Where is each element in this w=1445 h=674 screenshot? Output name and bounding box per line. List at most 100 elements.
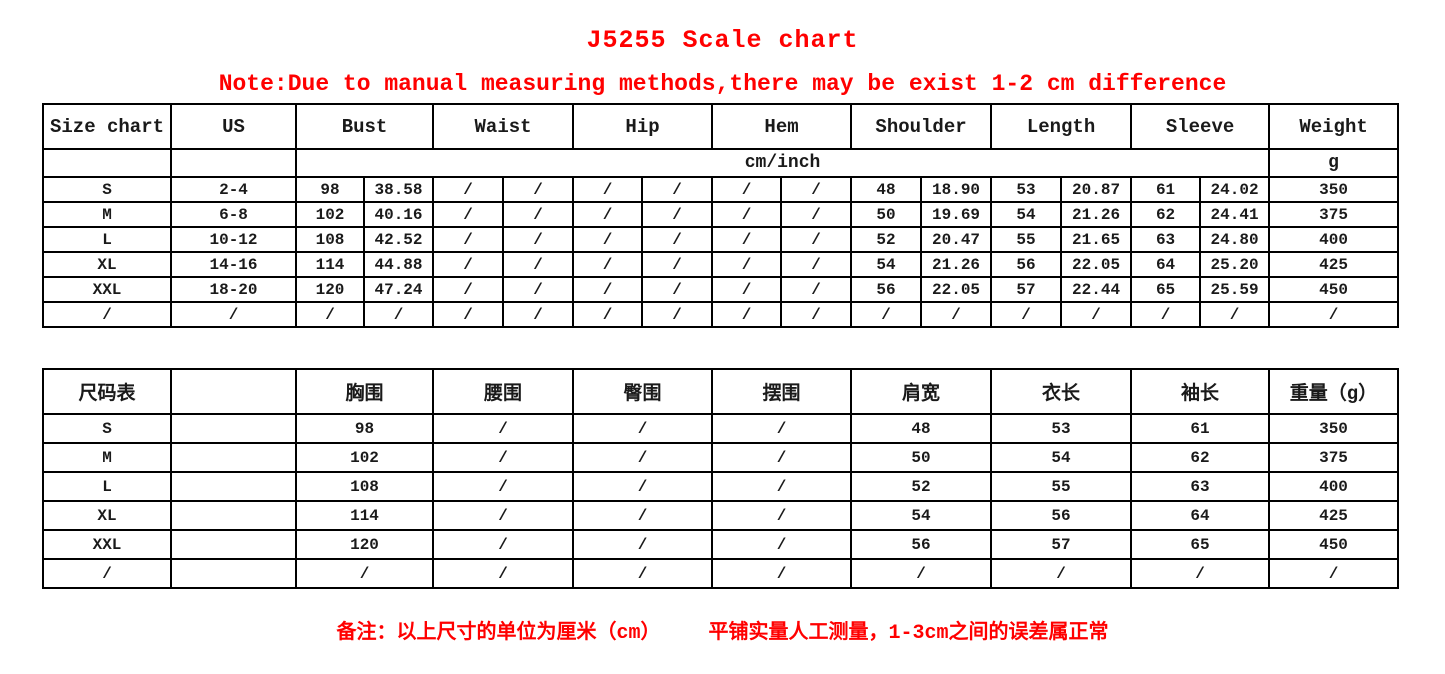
data-cell: 55 [990,226,1063,253]
data-cell: / [1268,558,1399,589]
size-table-chinese-body: S 98///48 53 61 350 M 102///50 54 62 375 L 108///52… [42,413,1399,589]
data-cell: 19.69 [920,201,993,228]
data-cell: 54 [850,251,923,278]
data-cell: / [1130,558,1270,589]
size-table-chinese: 尺码表 胸围 腰围 臀围 摆围 肩宽 衣长 袖长 重量（g） S 98///48 53 61 350 M 1… [42,368,1399,589]
column-header-cell: Length [990,103,1133,150]
data-cell: 14-16 [170,251,297,278]
column-header-cell: Shoulder [850,103,993,150]
data-cell: 62 [1130,442,1270,473]
data-cell: / [572,276,644,303]
data-cell: / [711,176,783,203]
data-cell: 56 [990,500,1132,531]
data-cell: 22.05 [1060,251,1133,278]
data-cell: / [780,176,853,203]
data-cell: / [711,500,852,531]
data-cell: 114 [295,500,434,531]
data-cell: 350 [1268,176,1400,203]
data-cell: / [1060,301,1133,328]
data-cell: 56 [990,251,1063,278]
data-cell: 57 [990,276,1063,303]
data-cell: M [42,442,172,473]
data-cell: 64 [1130,251,1202,278]
table-row: / / / / / / / / / [42,558,1399,589]
data-cell: 54 [990,201,1063,228]
table-row: XL 14-16 114 44.88// / / //54 21.26 56 22.05 64 25.… [42,251,1400,278]
data-cell: 425 [1268,251,1400,278]
data-cell: / [641,301,714,328]
data-cell: 18-20 [170,276,297,303]
data-cell: 375 [1268,201,1400,228]
data-cell: / [711,442,852,473]
data-cell: 61 [1130,176,1202,203]
data-cell: 44.88 [362,251,435,278]
data-cell: 38.58 [362,176,435,203]
data-cell: 65 [1130,529,1270,560]
column-header-cell: Hem [711,103,853,150]
data-cell: 54 [990,442,1132,473]
size-table-english-body: S 2-4 98 38.58// / / //48 18.90 53 20.87 61 24.02 35… [42,176,1400,328]
data-cell: / [432,226,505,253]
data-cell: / [502,201,575,228]
column-header-cell: Hip [572,103,714,150]
data-cell: / [432,413,574,444]
data-cell: / [711,226,783,253]
data-cell: / [780,301,853,328]
unit-cell [170,148,297,178]
data-cell: 53 [990,176,1063,203]
data-cell: 48 [850,176,923,203]
data-cell: 55 [990,471,1132,502]
data-cell: / [432,276,505,303]
data-cell: / [990,558,1132,589]
data-cell: 48 [850,413,992,444]
measuring-note: Note:Due to manual measuring methods,the… [218,71,1227,97]
data-cell: / [641,251,714,278]
column-header-cell: US [170,103,297,150]
data-cell: / [432,251,505,278]
unit-cell: cm/inch [294,148,1271,178]
data-cell: / [641,201,714,228]
column-header-cell: 肩宽 [850,368,992,415]
data-cell: 10-12 [170,226,297,253]
table-row: Size chart US Bust Waist Hip Hem Shoulder Lengt… [42,103,1400,150]
data-cell: / [1130,301,1202,328]
data-cell: / [990,301,1063,328]
data-cell: / [432,442,574,473]
data-cell: / [711,276,783,303]
table-row: XXL 120///56 57 65 450 [42,529,1399,560]
data-cell: / [432,201,505,228]
data-cell [170,529,297,560]
data-cell: 54 [850,500,992,531]
data-cell: / [432,529,574,560]
data-cell: 21.26 [920,251,993,278]
data-cell: / [572,251,644,278]
data-cell: / [502,301,575,328]
data-cell [170,413,297,444]
data-cell: 50 [850,442,992,473]
data-cell: / [920,301,993,328]
data-cell: 375 [1268,442,1399,473]
data-cell: L [42,471,172,502]
data-cell: / [432,301,505,328]
table-row: / / / / / / / / / / / / / / / / / [42,301,1400,328]
data-cell: / [295,558,434,589]
unit-cell [42,148,172,178]
data-cell [170,558,297,589]
data-cell: 63 [1130,471,1270,502]
column-header-cell: Weight [1268,103,1400,150]
data-cell: XL [42,251,172,278]
data-cell: 108 [295,471,434,502]
data-cell: / [502,251,575,278]
data-cell: / [780,276,853,303]
data-cell: 25.20 [1199,251,1271,278]
data-cell: / [711,529,852,560]
data-cell: 40.16 [362,201,435,228]
data-cell: 62 [1130,201,1202,228]
data-cell: / [641,276,714,303]
data-cell: 114 [295,251,365,278]
data-cell: / [572,413,713,444]
unit-cell: g [1268,148,1400,178]
data-cell: 18.90 [920,176,993,203]
data-cell: / [432,471,574,502]
data-cell: 52 [850,471,992,502]
